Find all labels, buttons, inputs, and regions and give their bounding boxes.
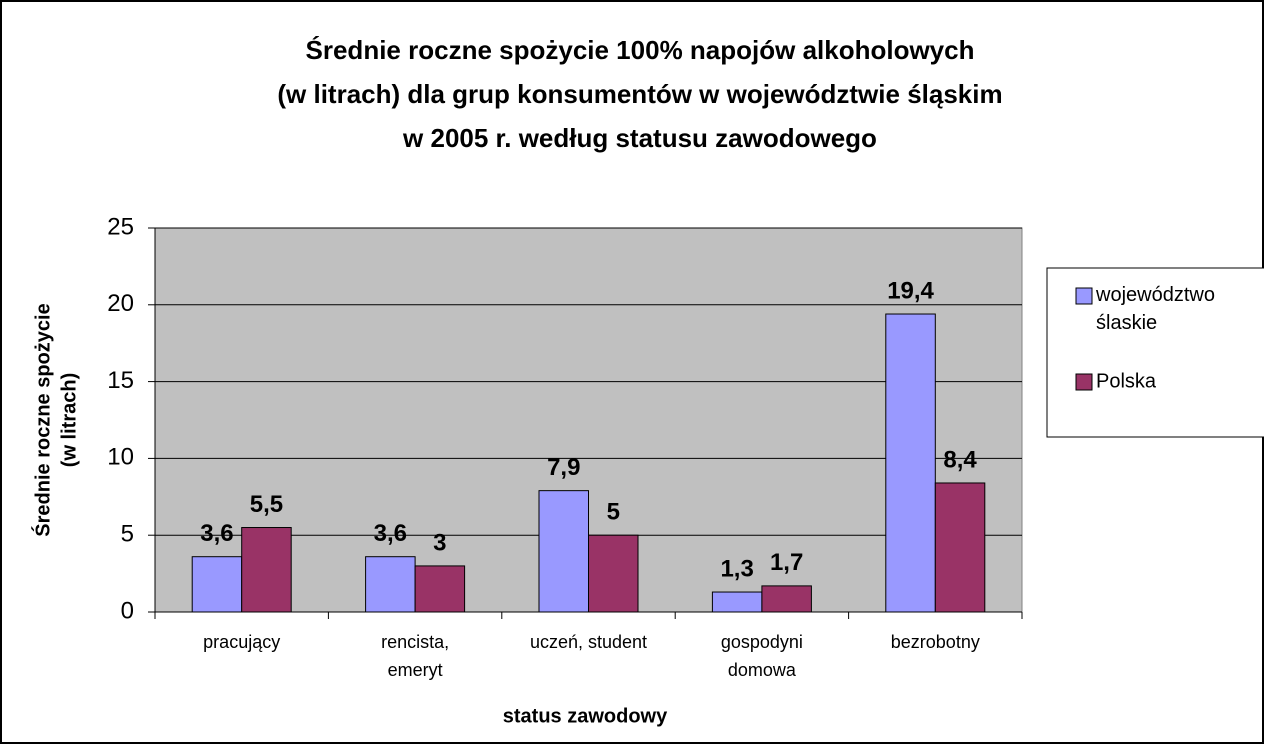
bar [711, 591, 763, 613]
y-axis-title: Średnie roczne spożycie [30, 303, 54, 536]
x-tick-label: domowa [728, 660, 797, 680]
bar [365, 556, 416, 613]
value-label: 8,4 [943, 446, 977, 473]
chart-title: Średnie roczne spożycie 100% napojów alk… [306, 35, 975, 65]
value-label: 3,6 [200, 520, 233, 547]
legend-label-line: województwo [1095, 284, 1215, 306]
bar [414, 565, 466, 613]
legend-label-line: ślaskie [1096, 312, 1157, 334]
bar [761, 585, 812, 613]
legend-swatch [1075, 287, 1093, 305]
value-label: 5 [607, 499, 620, 526]
value-label: 3,6 [374, 520, 407, 547]
x-tick-label: emeryt [388, 660, 443, 680]
y-tick-label: 15 [107, 367, 134, 394]
x-tick-label: pracujący [203, 632, 280, 652]
y-tick-label: 20 [107, 290, 134, 317]
x-axis-title: status zawodowy [503, 705, 668, 727]
value-label: 5,5 [250, 491, 283, 518]
y-axis-title: (w litrach) [58, 373, 80, 467]
x-tick-label: gospodyni [721, 632, 803, 652]
bar [191, 556, 243, 613]
chart-title: w 2005 r. według statusu zawodowego [402, 123, 877, 153]
legend-swatch [1075, 373, 1093, 391]
legend-label: województwo ślaskie [1095, 284, 1215, 334]
value-label: 7,9 [547, 454, 580, 481]
bar [934, 482, 986, 613]
x-tick-label: bezrobotny [891, 632, 980, 652]
chart-title: (w litrach) dla grup konsumentów w wojew… [277, 79, 1002, 109]
x-tick-label: rencista, [381, 632, 449, 652]
value-label: 19,4 [887, 277, 934, 304]
bar [588, 534, 639, 613]
legend-label: Polska [1096, 370, 1157, 392]
bar [241, 527, 292, 613]
value-label: 3 [433, 529, 446, 556]
y-tick-label: 10 [107, 444, 134, 471]
x-tick-label: uczeń, student [530, 632, 647, 652]
y-tick-label: 25 [107, 213, 134, 240]
bar [538, 490, 589, 613]
y-tick-label: 5 [121, 521, 134, 548]
value-label: 1,3 [720, 555, 753, 582]
value-label: 1,7 [770, 549, 803, 576]
bar [885, 313, 936, 613]
y-tick-label: 0 [121, 597, 134, 624]
